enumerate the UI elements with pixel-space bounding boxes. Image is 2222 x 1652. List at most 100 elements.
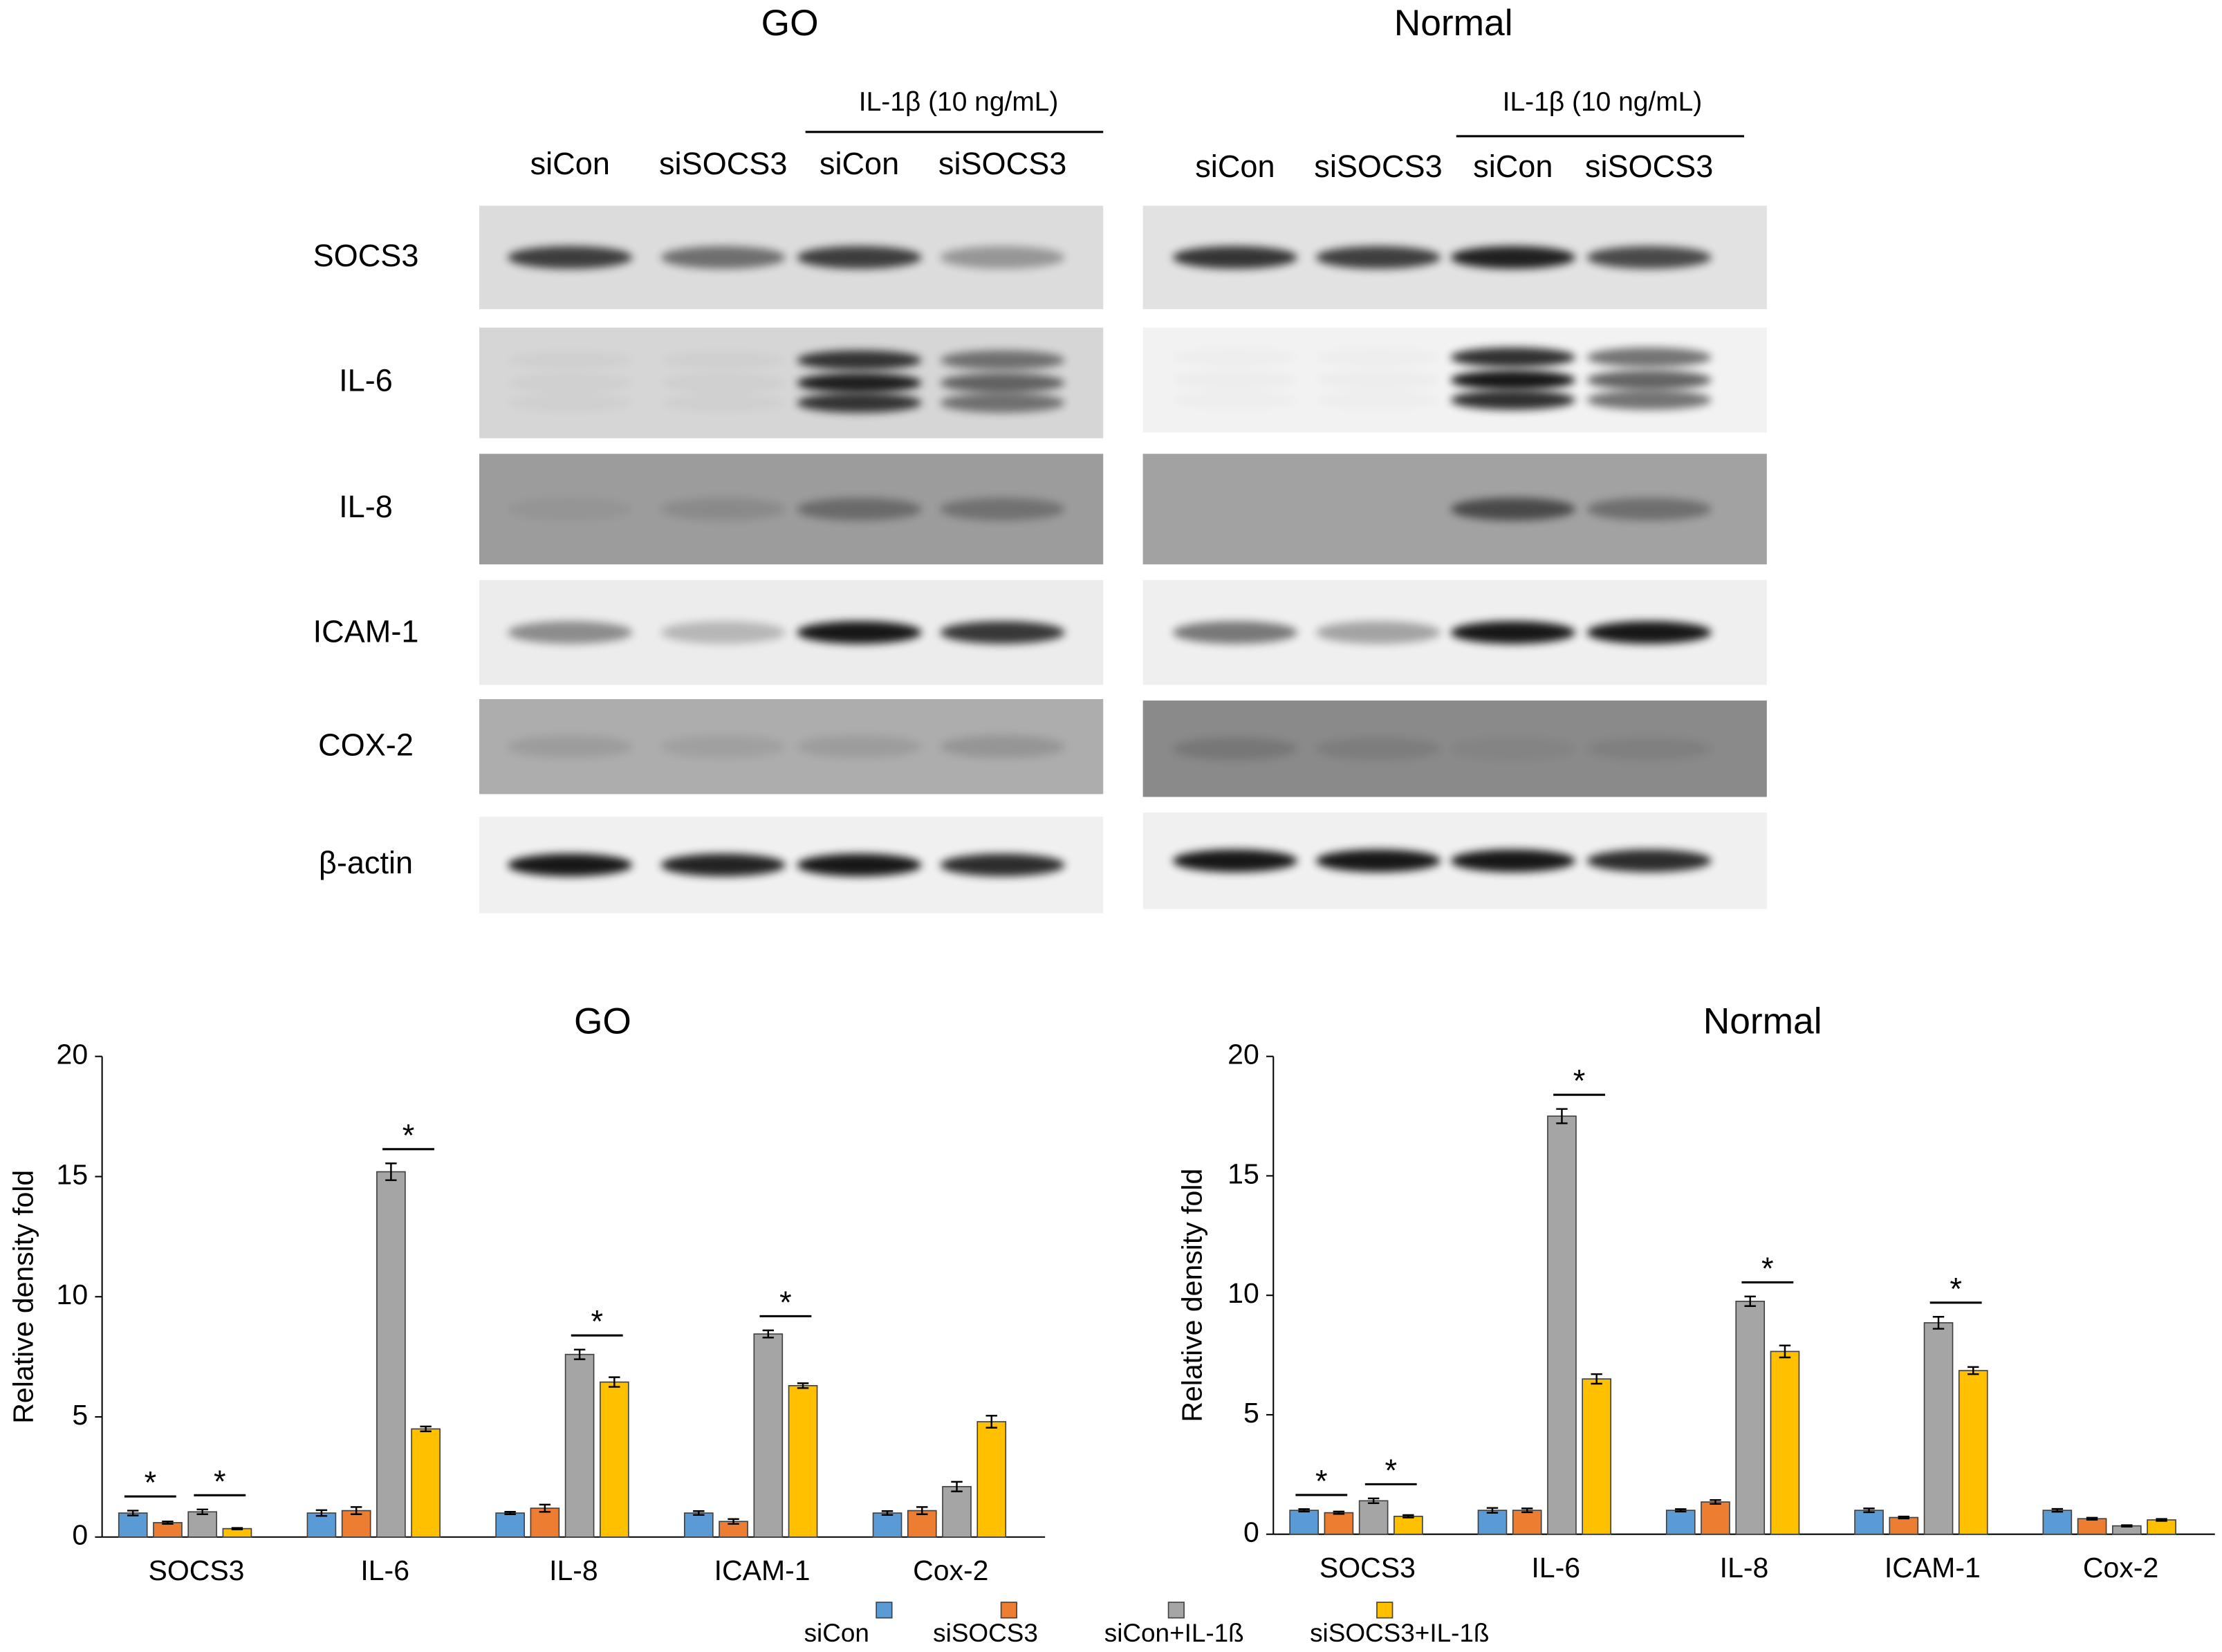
protein-label: β-actin <box>319 845 413 880</box>
blot-band <box>1450 347 1576 368</box>
error-bar <box>504 1511 516 1515</box>
blot-title: Normal <box>1394 3 1513 44</box>
blot-band <box>940 853 1065 877</box>
blot-band <box>1172 737 1298 761</box>
bar <box>153 1522 183 1538</box>
x-tick-label: IL-6 <box>1531 1552 1580 1584</box>
protein-label: IL-8 <box>339 489 393 524</box>
y-tick-label: 0 <box>72 1519 88 1551</box>
error-bar <box>350 1506 362 1515</box>
lane-label: siSOCS3 <box>1585 149 1713 184</box>
significance-star: * <box>402 1117 415 1153</box>
blot-band <box>508 735 633 759</box>
significance-star: * <box>145 1465 157 1501</box>
bar <box>1854 1510 1884 1535</box>
error-bar <box>1298 1508 1310 1513</box>
error-bar <box>420 1425 432 1433</box>
y-tick-label: 15 <box>1228 1158 1259 1189</box>
error-bar <box>1521 1507 1533 1514</box>
bar <box>1358 1500 1389 1535</box>
blot-band <box>508 497 633 521</box>
blot-band <box>1315 621 1441 644</box>
bar <box>564 1353 595 1538</box>
bar <box>1889 1516 1919 1535</box>
blot-band <box>797 853 922 877</box>
error-bar <box>196 1508 208 1515</box>
bar <box>1923 1322 1954 1535</box>
y-tick-label: 15 <box>57 1158 89 1190</box>
legend-label: siSOCS3+IL-1ß <box>1310 1619 1489 1647</box>
error-bar <box>1591 1373 1602 1385</box>
bar <box>2042 1510 2073 1535</box>
blot-band <box>797 393 922 413</box>
x-tick-label: SOCS3 <box>148 1554 244 1586</box>
legend-swatch <box>1376 1602 1394 1619</box>
x-tick-label: IL-8 <box>1720 1552 1769 1584</box>
blot-band <box>797 621 922 644</box>
blot-band <box>1586 347 1712 368</box>
blot-band <box>1450 849 1576 873</box>
bar <box>1665 1510 1696 1535</box>
blot-band <box>1315 849 1441 873</box>
blot-band <box>508 393 632 413</box>
blot-band <box>940 497 1065 521</box>
bar <box>942 1485 972 1538</box>
blot-band <box>940 735 1065 759</box>
blot-band <box>1173 370 1297 390</box>
bar <box>788 1385 818 1538</box>
error-bar <box>2086 1516 2098 1521</box>
bar <box>1735 1301 1766 1535</box>
legend-swatch <box>876 1602 893 1619</box>
blot-band <box>1450 497 1576 521</box>
y-tick-label: 10 <box>1228 1277 1259 1309</box>
error-bar <box>315 1509 328 1517</box>
blot-band <box>1586 849 1712 873</box>
error-bar <box>1402 1514 1414 1519</box>
error-bar <box>693 1510 705 1516</box>
blot-band <box>1316 370 1441 390</box>
bar <box>187 1511 218 1538</box>
bar <box>1289 1510 1319 1535</box>
bar <box>1394 1515 1423 1535</box>
error-bar <box>127 1510 139 1516</box>
blot-band <box>1316 390 1441 410</box>
blot-band <box>1586 245 1712 269</box>
blot-band <box>940 350 1065 371</box>
bar <box>684 1512 714 1538</box>
protein-label: SOCS3 <box>313 238 419 273</box>
blot-band <box>797 350 922 371</box>
protein-label: IL-6 <box>339 363 393 398</box>
error-bar <box>797 1382 809 1389</box>
lane-label: siSOCS3 <box>938 146 1066 181</box>
lane-label: siSOCS3 <box>1314 149 1442 184</box>
blot-band <box>797 373 922 393</box>
error-bar <box>951 1481 963 1492</box>
treatment-label: IL-1β (10 ng/mL) <box>859 87 1059 117</box>
y-tick-label: 5 <box>1243 1397 1259 1429</box>
bar <box>1512 1510 1542 1535</box>
blot-band <box>660 351 785 371</box>
blot-band <box>1586 370 1712 390</box>
significance-star: * <box>1761 1251 1774 1286</box>
bar <box>872 1512 902 1538</box>
error-bar <box>916 1506 928 1515</box>
error-bar <box>1932 1316 1945 1330</box>
blot-band <box>508 351 632 371</box>
blot-band <box>660 853 786 877</box>
bar <box>118 1512 148 1538</box>
blot-band <box>660 621 786 644</box>
significance-star: * <box>591 1304 603 1339</box>
protein-label: ICAM-1 <box>313 614 419 649</box>
error-bar <box>231 1527 243 1530</box>
error-bar <box>1333 1510 1345 1515</box>
blot-band <box>797 245 922 269</box>
bar <box>306 1512 337 1538</box>
legend-label: siCon+IL-1ß <box>1104 1619 1244 1647</box>
blot-band <box>797 735 922 759</box>
legend-label: siCon <box>804 1619 869 1647</box>
bar <box>1770 1351 1800 1535</box>
bar <box>2147 1519 2176 1535</box>
blot-band <box>1172 245 1298 269</box>
legend-swatch <box>1000 1602 1017 1619</box>
error-bar <box>609 1376 620 1388</box>
